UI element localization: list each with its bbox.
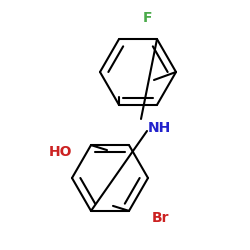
Text: F: F [143,11,153,25]
Text: NH: NH [148,121,171,135]
Text: HO: HO [48,145,72,159]
Text: Br: Br [152,211,170,225]
